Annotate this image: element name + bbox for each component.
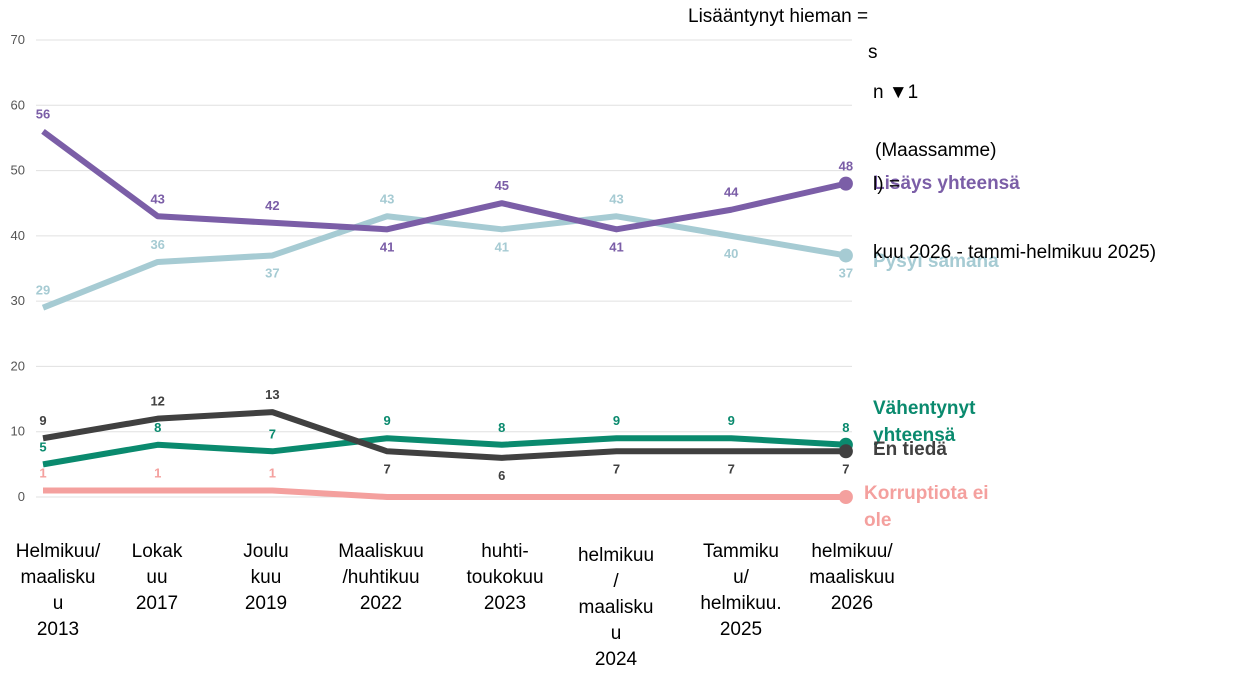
- series-line: [41, 128, 847, 233]
- data-label: 41: [609, 239, 623, 254]
- series-name: En tiedä: [873, 439, 947, 460]
- data-label: 7: [613, 461, 620, 476]
- data-label: 41: [380, 239, 394, 254]
- y-tick-label: 40: [11, 228, 25, 243]
- data-label: 6: [498, 468, 505, 483]
- data-label: 7: [728, 461, 735, 476]
- x-tick-label: huhti-toukokuu 2023: [466, 541, 543, 614]
- data-label: 43: [609, 191, 623, 206]
- annotation: l) =: [873, 174, 900, 195]
- y-tick-label: 20: [11, 358, 25, 373]
- data-label: 41: [495, 239, 509, 254]
- annotation: Lisääntynyt hieman =: [688, 6, 869, 27]
- data-label: 5: [39, 439, 46, 454]
- end-marker: [838, 444, 853, 459]
- data-label: 1: [39, 465, 46, 480]
- annotation: (Maassamme): [875, 140, 997, 161]
- data-label: 7: [842, 461, 849, 476]
- annotation: n ▼1: [873, 82, 919, 103]
- x-tick-label: Tammiku u/helmikuu. 2025: [700, 541, 781, 640]
- data-label: 37: [839, 265, 853, 280]
- data-label: 29: [36, 283, 50, 298]
- data-label: 44: [724, 185, 739, 200]
- data-label: 9: [383, 413, 390, 428]
- data-label: 40: [724, 246, 738, 261]
- data-label: 43: [150, 191, 164, 206]
- data-label: 9: [39, 413, 46, 428]
- end-marker: [838, 248, 853, 263]
- series-name: Lisäys yhteensä: [873, 173, 1020, 194]
- data-label: 1: [154, 465, 161, 480]
- data-label: 8: [842, 420, 849, 435]
- data-label: 48: [839, 159, 853, 174]
- x-tick-label: Joulu kuu 2019: [243, 541, 288, 614]
- y-tick-label: 60: [11, 97, 25, 112]
- y-tick-label: 70: [11, 32, 25, 47]
- series-name: Vähentynyt yhteensä: [873, 398, 976, 446]
- data-label: 13: [265, 387, 279, 402]
- data-label: 37: [265, 265, 279, 280]
- x-tick-label: Helmikuu/maalisku u 2013: [16, 541, 101, 640]
- x-tick-label: Maaliskuu/huhtikuu 2022: [338, 541, 424, 614]
- data-label: 43: [380, 191, 394, 206]
- data-label: 12: [150, 394, 164, 409]
- series-line: [42, 435, 847, 468]
- data-label: 7: [269, 426, 276, 441]
- data-label: 45: [495, 178, 509, 193]
- data-label: 7: [383, 461, 390, 476]
- data-label: 42: [265, 198, 279, 213]
- data-label: 56: [36, 106, 50, 121]
- series-line: [41, 213, 847, 311]
- y-tick-label: 30: [11, 293, 25, 308]
- data-label: 8: [154, 420, 161, 435]
- series-name: Pysyi samana: [873, 251, 999, 272]
- end-marker: [838, 490, 853, 504]
- y-tick-label: 0: [18, 489, 25, 504]
- y-tick-label: 10: [11, 424, 25, 439]
- end-marker: [838, 176, 853, 191]
- data-label: 9: [613, 413, 620, 428]
- data-label: 9: [728, 413, 735, 428]
- x-tick-label: Lokak uu 2017: [132, 541, 183, 614]
- annotation: kuu 2026 - tammi-helmikuu 2025): [873, 242, 1157, 263]
- data-label: 36: [150, 237, 164, 252]
- annotation: s: [868, 42, 878, 63]
- data-label: 8: [498, 420, 505, 435]
- data-label: 1: [269, 465, 276, 480]
- x-tick-label: helmikuu / maalisku u 2024: [578, 545, 654, 670]
- y-tick-label: 50: [11, 163, 25, 178]
- x-tick-label: helmikuu/maaliskuu 2026: [809, 541, 895, 614]
- series-line: [42, 409, 846, 461]
- series-name: Korruptiota ei ole: [864, 483, 989, 531]
- series-line: [43, 487, 846, 500]
